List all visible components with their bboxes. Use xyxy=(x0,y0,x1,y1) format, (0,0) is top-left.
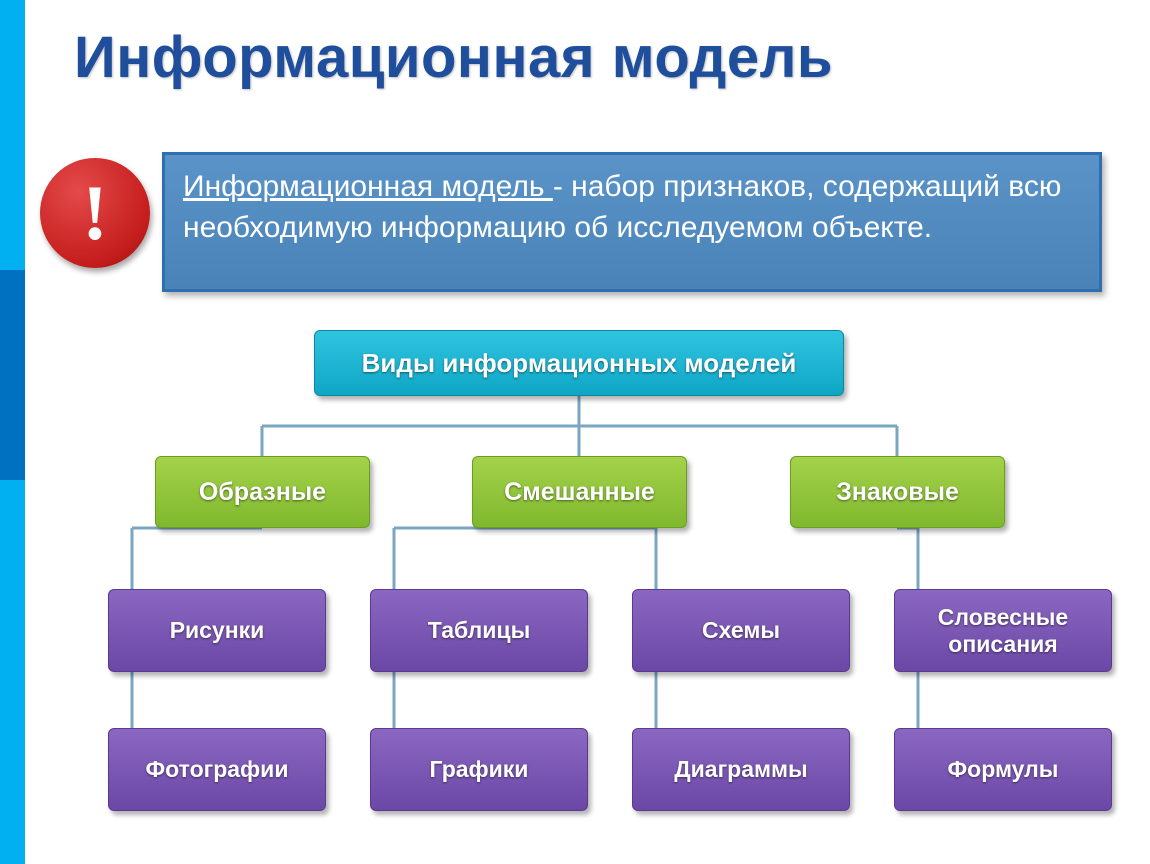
exclamation-icon: ! xyxy=(40,158,150,268)
tree-category-1: Смешанные xyxy=(472,456,687,528)
tree-leaf-r2-1: Графики xyxy=(370,728,588,811)
page-title: Информационная модель xyxy=(74,24,1114,91)
tree-leaf-r1-1: Таблицы xyxy=(370,589,588,672)
tree-leaf-r2-3: Формулы xyxy=(894,728,1112,811)
tree-category-0: Образные xyxy=(155,456,370,528)
side-stripe-inner xyxy=(0,270,25,480)
tree-root: Виды информационных моделей xyxy=(314,330,844,396)
definition-term: Информационная модель xyxy=(183,170,553,203)
tree-leaf-r1-3: Словесныеописания xyxy=(894,589,1112,672)
tree-leaf-r1-2: Схемы xyxy=(632,589,850,672)
tree-leaf-r1-0: Рисунки xyxy=(108,589,326,672)
tree-leaf-r2-0: Фотографии xyxy=(108,728,326,811)
tree-leaf-r2-2: Диаграммы xyxy=(632,728,850,811)
tree-category-2: Знаковые xyxy=(790,456,1005,528)
definition-box: Информационная модель - набор признаков,… xyxy=(162,152,1102,292)
